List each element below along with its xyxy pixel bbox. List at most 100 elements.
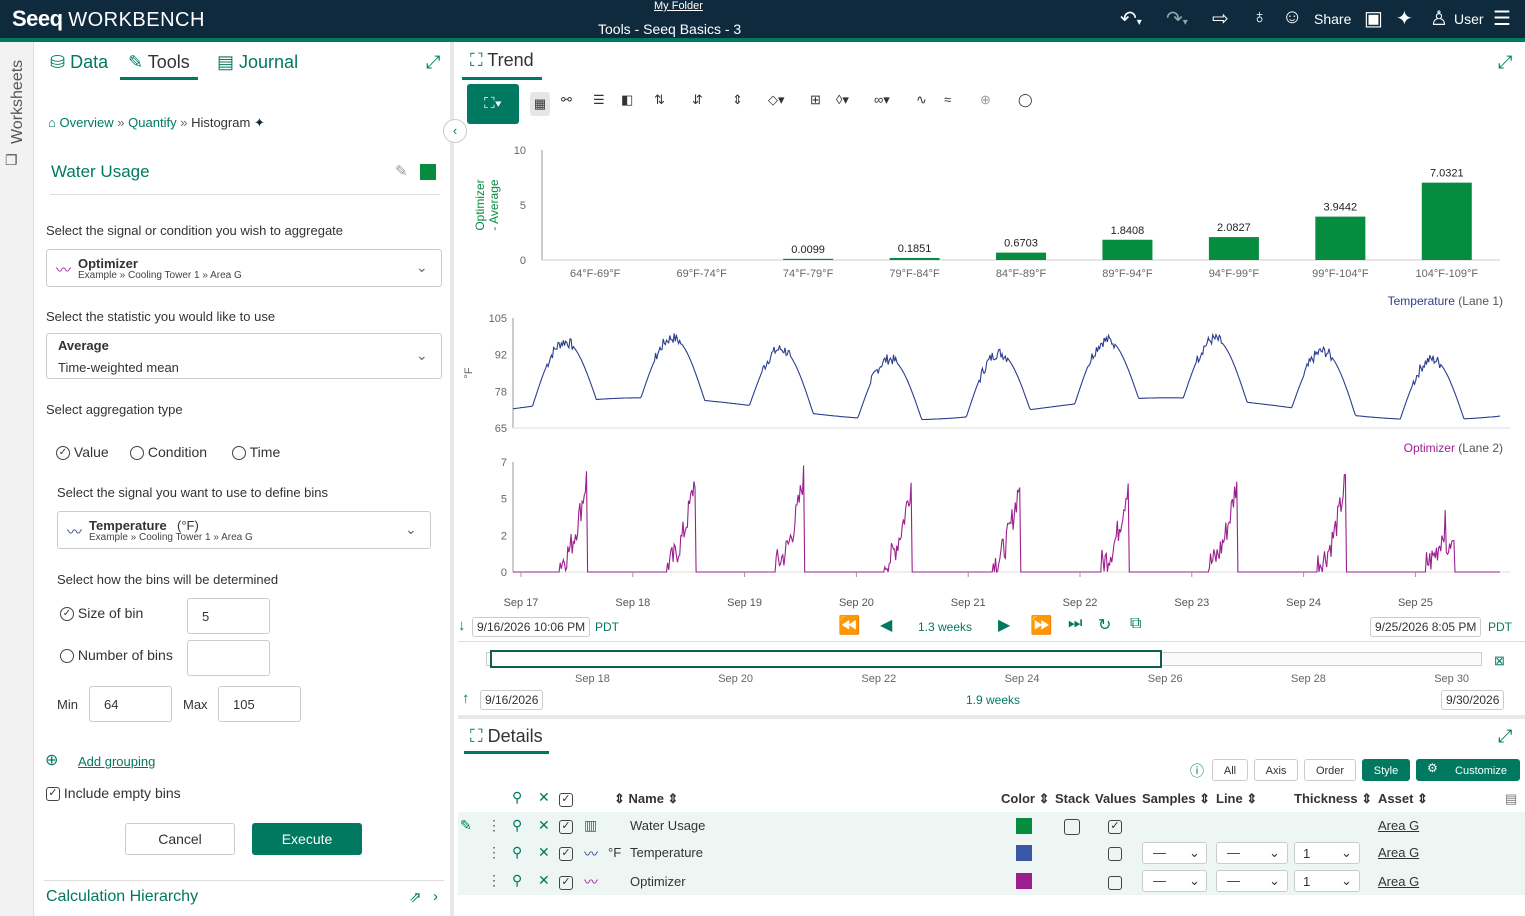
- chevron-down-icon[interactable]: ⌄: [405, 521, 417, 537]
- agg-condition-option[interactable]: Condition: [130, 444, 207, 461]
- collapse-panel-button[interactable]: ‹: [443, 119, 467, 143]
- calculation-hierarchy[interactable]: Calculation Hierarchy: [46, 888, 199, 905]
- arrow-down-icon[interactable]: ↓: [458, 617, 466, 634]
- lightbulb-icon[interactable]: ♁: [1252, 6, 1267, 28]
- histogram-bar[interactable]: [1421, 182, 1472, 260]
- overview-duration[interactable]: 1.9 weeks: [966, 693, 1021, 707]
- histogram-bar[interactable]: [1208, 237, 1259, 260]
- overview-end[interactable]: 9/30/2026: [1441, 690, 1505, 710]
- bins-signal-select[interactable]: [57, 511, 431, 549]
- drag-handle-icon[interactable]: ⋮: [487, 872, 501, 888]
- view-selector-button[interactable]: ⛶▾: [467, 84, 519, 124]
- overview-icon[interactable]: ⊠: [1494, 653, 1505, 668]
- home-icon[interactable]: ⌂: [48, 115, 56, 130]
- col-line[interactable]: Line ⇕: [1216, 791, 1258, 806]
- agg-value-option[interactable]: ✓ Value: [56, 444, 109, 461]
- chevron-down-icon[interactable]: ⌄: [416, 259, 428, 275]
- chevron-down-icon[interactable]: ⌄: [416, 347, 428, 363]
- pencil-icon[interactable]: ✎: [395, 163, 408, 180]
- overview-range[interactable]: [490, 650, 1162, 668]
- row-asset[interactable]: Area G: [1378, 874, 1420, 889]
- size-input[interactable]: 5: [187, 598, 270, 634]
- capsule-icon[interactable]: ∞▾: [874, 92, 890, 107]
- checkbox-checked[interactable]: ✓: [1108, 819, 1122, 834]
- checkbox[interactable]: [1064, 818, 1080, 835]
- remove-icon[interactable]: ✕: [538, 817, 550, 833]
- number-input[interactable]: [187, 640, 270, 676]
- row-asset[interactable]: Area G: [1378, 845, 1420, 860]
- label-icon[interactable]: ◇▾: [768, 92, 785, 107]
- number-of-bins-option[interactable]: Number of bins: [60, 647, 173, 664]
- drag-handle-icon[interactable]: ⋮: [487, 844, 501, 860]
- col-thickness[interactable]: Thickness ⇕: [1294, 791, 1373, 806]
- histogram-bar[interactable]: [996, 252, 1046, 260]
- col-color[interactable]: Color ⇕: [1001, 791, 1050, 806]
- sparkle-icon[interactable]: ✦: [1396, 8, 1413, 30]
- share-button[interactable]: Share: [1314, 11, 1352, 27]
- expand-icon[interactable]: ⤢: [426, 52, 441, 72]
- dimension-icon[interactable]: ◧: [621, 92, 634, 107]
- edit-icon[interactable]: ✎: [460, 817, 472, 833]
- folder-link[interactable]: My Folder: [654, 0, 703, 12]
- row-checkbox[interactable]: ✓: [559, 818, 573, 834]
- pin-icon[interactable]: ⚲: [512, 789, 523, 805]
- col-asset[interactable]: Asset ⇕: [1378, 791, 1428, 806]
- line-select[interactable]: — ⌄: [1216, 842, 1288, 864]
- layout-icon[interactable]: ▣: [1364, 8, 1383, 30]
- histogram-bar[interactable]: [1102, 239, 1153, 260]
- customize-icon[interactable]: ∿: [916, 92, 927, 107]
- series-line[interactable]: [512, 332, 1501, 421]
- row-color-swatch[interactable]: [1016, 873, 1032, 889]
- stat-select[interactable]: [46, 333, 442, 379]
- col-stack[interactable]: Stack: [1055, 791, 1090, 806]
- radio[interactable]: [232, 446, 246, 461]
- signal-select[interactable]: [46, 249, 442, 287]
- hamburger-icon[interactable]: ☰: [1493, 8, 1511, 30]
- forward-icon[interactable]: ⇨: [1212, 8, 1229, 30]
- max-input[interactable]: 105: [218, 686, 301, 722]
- breadcrumb-overview[interactable]: Overview: [59, 115, 114, 130]
- chevron-right-icon[interactable]: ›: [433, 888, 438, 905]
- overview-start[interactable]: 9/16/2026: [480, 690, 544, 710]
- sparkle-icon[interactable]: ✦: [253, 115, 265, 130]
- info-icon[interactable]: ⓘ: [1190, 763, 1204, 779]
- radio[interactable]: [60, 649, 74, 664]
- pin-icon[interactable]: ⚲: [512, 872, 523, 888]
- line-select[interactable]: — ⌄: [1216, 870, 1288, 892]
- checkbox[interactable]: [1108, 875, 1122, 890]
- tool-name[interactable]: Water Usage: [51, 162, 150, 181]
- row-checkbox[interactable]: ✓: [559, 845, 573, 861]
- drag-handle-icon[interactable]: ⋮: [487, 817, 501, 833]
- checkbox-checked[interactable]: ✓: [559, 819, 573, 834]
- forward-icon[interactable]: ▶: [998, 617, 1011, 634]
- axis-align-icon[interactable]: ⇵: [692, 92, 703, 107]
- link-time-icon[interactable]: ⧉: [1130, 615, 1142, 632]
- redo-icon[interactable]: ↷▾: [1166, 8, 1188, 30]
- row-checkbox[interactable]: ✓: [559, 874, 573, 890]
- comment-icon[interactable]: ◯: [1018, 92, 1033, 107]
- values-checkbox[interactable]: ✓: [1108, 818, 1122, 834]
- step-forward-icon[interactable]: ⏩: [1030, 615, 1053, 635]
- radio[interactable]: [130, 446, 144, 461]
- table-icon[interactable]: ▦: [530, 92, 550, 116]
- app-logo[interactable]: Seeq WORKBENCH: [12, 6, 205, 32]
- tab-trend[interactable]: ⛶ Trend: [462, 46, 542, 80]
- worksheets-label[interactable]: Worksheets: [9, 59, 26, 144]
- end-time[interactable]: 9/25/2026 8:05 PM: [1370, 617, 1482, 637]
- histogram-bar[interactable]: [889, 257, 940, 260]
- values-checkbox[interactable]: [1108, 845, 1122, 861]
- checkbox-checked[interactable]: ✓: [46, 787, 60, 802]
- refresh-icon[interactable]: ↻: [1098, 617, 1112, 634]
- radio-checked[interactable]: ✓: [56, 446, 70, 461]
- external-link-icon[interactable]: ⇗: [409, 889, 422, 906]
- histogram-bar[interactable]: [783, 258, 834, 260]
- undo-icon[interactable]: ↶▾: [1120, 8, 1142, 30]
- col-values[interactable]: Values: [1095, 791, 1137, 806]
- values-checkbox[interactable]: [1108, 874, 1122, 890]
- min-input[interactable]: 64: [89, 686, 172, 722]
- filter-axis[interactable]: Axis: [1254, 759, 1298, 781]
- series-line[interactable]: [513, 465, 1500, 574]
- drop-icon[interactable]: ◊▾: [836, 92, 849, 107]
- checkbox-checked[interactable]: ✓: [559, 792, 573, 807]
- add-grouping-link[interactable]: Add grouping: [78, 754, 156, 769]
